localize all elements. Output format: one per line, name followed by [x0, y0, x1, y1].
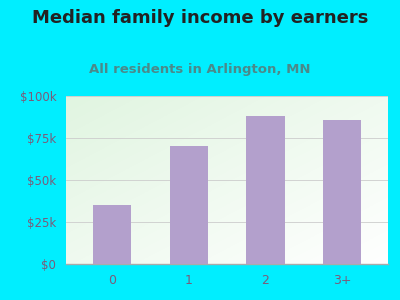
Bar: [93, 205, 131, 264]
Bar: [170, 146, 208, 264]
Bar: [246, 116, 284, 264]
Text: Median family income by earners: Median family income by earners: [32, 9, 368, 27]
Bar: [323, 119, 361, 264]
Text: All residents in Arlington, MN: All residents in Arlington, MN: [89, 63, 311, 76]
